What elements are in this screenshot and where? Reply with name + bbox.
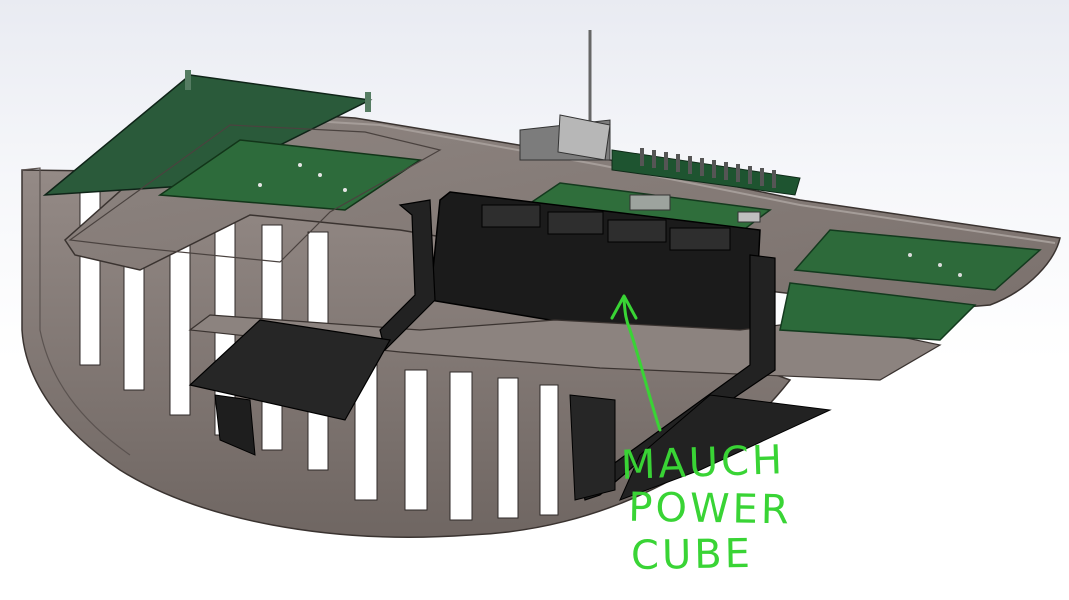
right-bracket <box>569 254 832 501</box>
annotation-arrow <box>610 294 662 432</box>
left-bracket <box>188 199 436 456</box>
annotation-line-3: CUBE <box>630 530 754 580</box>
center-left-pcb <box>157 139 423 211</box>
power-cube-box <box>429 191 761 336</box>
right-pcbs <box>779 229 1042 341</box>
annotation-line-1: MAUCH <box>620 437 786 489</box>
rear-pcb <box>519 30 801 196</box>
annotation-label: MAUCH POWER CUBE <box>600 437 800 579</box>
annotation-line-2: POWER <box>627 484 792 534</box>
